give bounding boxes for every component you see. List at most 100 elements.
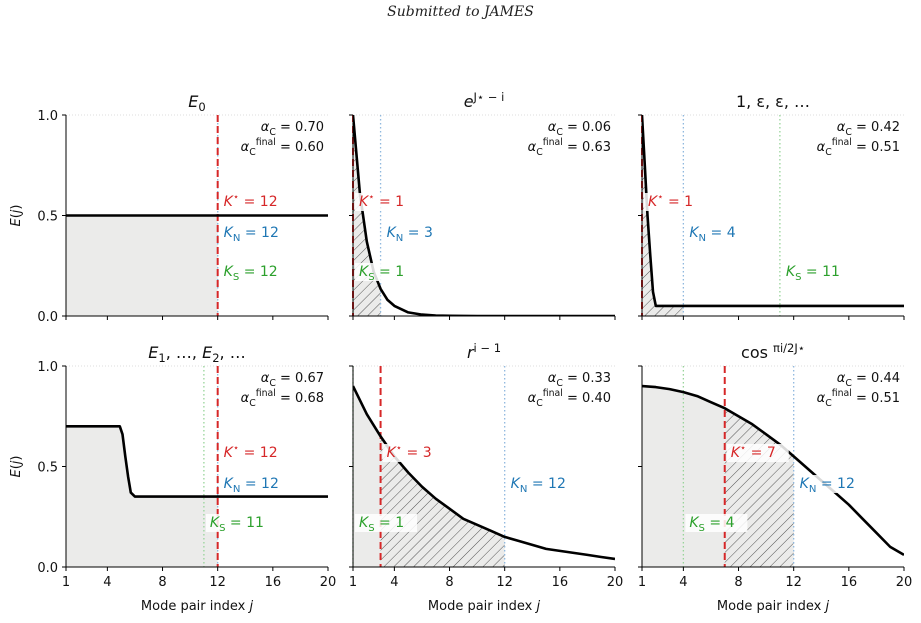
y-tick-label: 1.0 — [37, 109, 58, 124]
kstar-label-bg — [644, 193, 706, 211]
kstar-label: K⋆ = 1 — [359, 192, 404, 210]
ks-label-bg — [781, 263, 844, 281]
kn-label-bg — [219, 475, 282, 493]
page-header: Submitted to JAMES — [387, 4, 534, 20]
panel-title: E1, …, E2, … — [148, 343, 245, 365]
alpha-c-label: αC = 0.42 — [837, 120, 900, 138]
kstar-label-bg — [382, 444, 445, 462]
alpha-final-label: αCfinal = 0.68 — [241, 388, 324, 409]
kstar-label: K⋆ = 3 — [387, 443, 432, 461]
series-line — [642, 384, 904, 557]
kstar-label-bg — [219, 193, 282, 211]
x-tick-label: 20 — [320, 575, 337, 590]
y-tick-label: 0.0 — [37, 310, 58, 325]
x-axis-label: Mode pair index j — [428, 599, 541, 614]
kstar-label-bg — [726, 444, 789, 462]
y-tick-label: 0.5 — [37, 461, 58, 476]
panel-title: 1, ε, ε, … — [736, 92, 810, 111]
ks-label-bg — [205, 514, 268, 532]
alpha-final-label: αCfinal = 0.40 — [528, 388, 611, 409]
kn-label: KN = 4 — [689, 225, 735, 244]
area-hatch — [353, 115, 381, 316]
kn-label: KN = 12 — [800, 476, 855, 495]
area-hatch — [642, 115, 684, 316]
x-tick-label: 4 — [679, 575, 687, 590]
x-tick-label: 1 — [349, 575, 357, 590]
x-tick-label: 8 — [734, 575, 742, 590]
kn-label: KN = 3 — [387, 225, 433, 244]
kn-label-bg — [219, 224, 282, 242]
area-hatch — [724, 408, 794, 567]
alpha-final-label: αCfinal = 0.63 — [528, 137, 611, 158]
series-line — [642, 115, 904, 308]
y-tick-label: 0.5 — [37, 210, 58, 225]
kstar-label: K⋆ = 7 — [731, 443, 776, 461]
alpha-final-label: αCfinal = 0.51 — [817, 137, 900, 158]
ks-label-bg — [355, 514, 417, 532]
panel-title: ri − 1 — [467, 341, 501, 362]
series-line — [353, 115, 615, 316]
x-tick-label: 12 — [785, 575, 802, 590]
kn-label-bg — [685, 224, 748, 242]
chart-panel-4: 1 4 8 12 16 20 0.0 0.5 1.0 E(j) Mode pair index j E… — [9, 343, 336, 614]
ks-label-bg — [219, 263, 282, 281]
ks-label-bg — [355, 263, 417, 281]
x-axis-label: Mode pair index j — [141, 599, 254, 614]
kstar-label: K⋆ = 12 — [224, 443, 278, 461]
x-tick-label: 8 — [445, 575, 453, 590]
ks-label: KS = 4 — [689, 515, 734, 534]
kn-label: KN = 12 — [224, 225, 279, 244]
panel-title: cos πi/2J⋆ — [741, 341, 805, 362]
area-hatch — [380, 436, 505, 567]
kstar-label-bg — [219, 444, 282, 462]
x-tick-label: 16 — [841, 575, 858, 590]
alpha-c-label: αC = 0.33 — [548, 371, 611, 389]
kstar-label-bg — [355, 193, 417, 211]
chart-panel-5: 1 4 8 12 16 20 Mode pair index j ri − 1 αC = 0.3… — [349, 341, 623, 614]
ks-label: KS = 11 — [786, 264, 840, 283]
panel-title: eJ⋆ − i — [464, 90, 505, 111]
y-axis-label: E(j) — [9, 456, 24, 478]
x-tick-label: 20 — [896, 575, 913, 590]
ks-label-bg — [685, 514, 748, 532]
kstar-label: K⋆ = 12 — [224, 192, 278, 210]
y-tick-label: 1.0 — [37, 360, 58, 375]
x-tick-label: 1 — [638, 575, 646, 590]
ks-label: KS = 1 — [359, 264, 404, 283]
panel-title: E0 — [188, 92, 205, 114]
area-fill — [66, 215, 218, 316]
chart-panel-6: 1 4 8 12 16 20 Mode pair index j cos πi/2J⋆ αC =… — [638, 341, 912, 614]
kn-label-bg — [795, 475, 858, 493]
alpha-c-label: αC = 0.70 — [261, 120, 324, 138]
kn-label-bg — [506, 475, 569, 493]
alpha-c-label: αC = 0.67 — [261, 371, 324, 389]
kn-label-bg — [382, 224, 445, 242]
alpha-final-label: αCfinal = 0.51 — [817, 388, 900, 409]
x-tick-label: 4 — [103, 575, 111, 590]
kn-label: KN = 12 — [224, 476, 279, 495]
x-tick-label: 16 — [552, 575, 569, 590]
ks-label: KS = 1 — [359, 515, 404, 534]
y-tick-label: 0.0 — [37, 561, 58, 576]
x-tick-label: 20 — [607, 575, 624, 590]
x-tick-label: 16 — [265, 575, 282, 590]
ks-label: KS = 12 — [224, 264, 278, 283]
alpha-c-label: αC = 0.44 — [837, 371, 900, 389]
ks-label: KS = 11 — [210, 515, 264, 534]
x-tick-label: 4 — [390, 575, 398, 590]
x-axis-label: Mode pair index j — [717, 599, 830, 614]
kstar-label: K⋆ = 1 — [648, 192, 693, 210]
kn-label: KN = 12 — [511, 476, 566, 495]
x-tick-label: 12 — [209, 575, 226, 590]
alpha-c-label: αC = 0.06 — [548, 120, 611, 138]
x-tick-label: 1 — [62, 575, 70, 590]
x-tick-label: 8 — [158, 575, 166, 590]
x-tick-label: 12 — [496, 575, 513, 590]
y-axis-label: E(j) — [9, 205, 24, 227]
alpha-final-label: αCfinal = 0.60 — [241, 137, 324, 158]
series-line — [66, 424, 328, 498]
